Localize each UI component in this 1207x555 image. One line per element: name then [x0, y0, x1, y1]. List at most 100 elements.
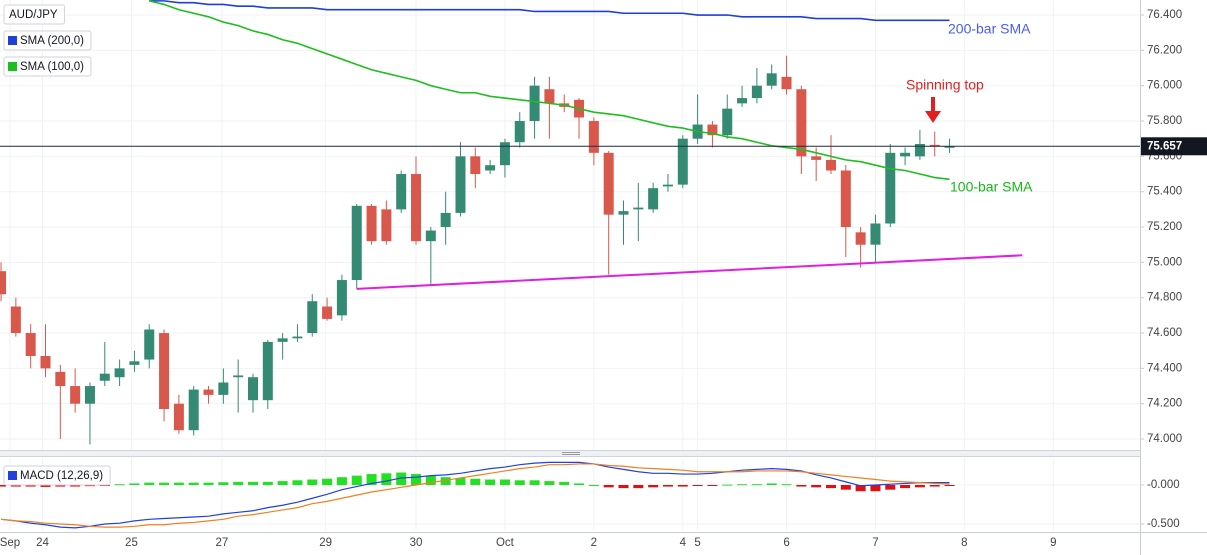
legend-label: SMA (100,0): [20, 61, 84, 73]
histogram-bar: [574, 483, 585, 485]
histogram-bar: [351, 475, 362, 485]
x-tick-label: 4: [680, 537, 687, 549]
x-tick-label: 30: [410, 537, 423, 549]
candle-body: [855, 232, 866, 245]
y-tick-label: 75.200: [1147, 221, 1182, 233]
candle-body: [233, 375, 244, 378]
histogram-bar: [233, 481, 244, 485]
histogram-bar: [914, 484, 925, 488]
candle-body: [529, 85, 540, 122]
x-tick-label: 8: [961, 537, 967, 549]
legend-swatch: [8, 62, 17, 71]
histogram-bar: [307, 479, 318, 485]
candle-body: [307, 301, 318, 334]
histogram-bar: [0, 484, 7, 487]
candle-body: [751, 85, 762, 99]
candle-body: [840, 170, 851, 228]
candle-body: [514, 121, 525, 143]
histogram-bar: [70, 484, 81, 487]
histogram-bar: [677, 484, 688, 487]
annotation: 100-bar SMA: [950, 179, 1033, 195]
candle-body: [544, 89, 555, 104]
histogram-bar: [144, 482, 155, 485]
histogram-bar: [440, 477, 451, 485]
macd-line: [0, 463, 950, 528]
x-tick-label: Oct: [496, 537, 515, 549]
histogram-bar: [692, 484, 703, 486]
histogram-bar: [825, 484, 836, 489]
candle-body: [99, 373, 110, 381]
y-tick-label: 75.400: [1147, 186, 1182, 198]
candle-body: [722, 108, 733, 136]
histogram-bar: [485, 479, 496, 485]
histogram-bar: [55, 484, 66, 487]
histogram-bar: [277, 481, 288, 485]
candle-body: [929, 144, 940, 147]
histogram-bar: [648, 484, 659, 488]
candle-body: [440, 212, 451, 228]
candle-body: [10, 306, 21, 334]
legend-item: MACD (12,26,9): [3, 465, 111, 486]
histogram-bar: [366, 474, 377, 485]
candle-body: [40, 356, 51, 369]
histogram-bar: [10, 484, 21, 487]
legend-label: SMA (200,0): [20, 35, 84, 47]
candle-body: [796, 89, 807, 157]
candle-body: [425, 230, 436, 242]
candle-body: [129, 361, 140, 365]
candle-body: [262, 341, 273, 401]
histogram-bar: [114, 484, 125, 486]
candle-body: [84, 386, 95, 404]
pane-separator: [0, 450, 1140, 457]
y-tick-label: -0.500: [1147, 518, 1180, 530]
candle-body: [218, 382, 229, 395]
histogram-bar: [811, 484, 822, 488]
legend-item: SMA (200,0): [3, 30, 92, 51]
candle-body: [633, 207, 644, 210]
histogram-bar: [514, 480, 525, 485]
legend-box: [3, 4, 66, 25]
legend-swatch: [8, 36, 17, 45]
candle-body: [825, 159, 836, 171]
x-tick-label: 6: [783, 537, 789, 549]
histogram-bar: [425, 475, 436, 485]
x-tick-label: 29: [319, 537, 332, 549]
candle-body: [485, 165, 496, 171]
candle-body: [144, 329, 155, 360]
histogram-bar: [929, 484, 940, 487]
histogram-bar: [588, 484, 599, 486]
legend-item: SMA (100,0): [3, 56, 92, 77]
histogram-bar: [796, 484, 807, 487]
legend-swatch: [8, 471, 17, 480]
candle-body: [588, 121, 599, 153]
candle-body: [292, 336, 303, 339]
histogram-bar: [262, 481, 273, 485]
legend-box: [3, 30, 92, 51]
candle-body: [396, 174, 407, 210]
y-tick-label: 75.000: [1147, 256, 1182, 268]
histogram-bar: [322, 478, 333, 485]
histogram-bar: [737, 484, 748, 486]
candle-body: [411, 174, 422, 242]
histogram-bar: [662, 484, 673, 487]
histogram-bar: [633, 484, 644, 489]
histogram-bar: [25, 484, 36, 487]
histogram-bar: [722, 484, 733, 486]
histogram-bar: [529, 480, 540, 485]
candle-body: [662, 184, 673, 187]
x-tick-label: 27: [215, 537, 228, 549]
x-tick-label: 9: [1050, 537, 1056, 549]
legend-box: [3, 56, 92, 77]
candle-body: [707, 124, 718, 136]
histogram-bar: [455, 477, 466, 485]
histogram-bar: [247, 481, 258, 485]
histogram-bar: [544, 481, 555, 485]
annotation: 200-bar SMA: [948, 21, 1031, 37]
y-tick-label: 74.400: [1147, 362, 1182, 374]
trendline: [356, 254, 1023, 290]
candle-body: [870, 223, 881, 245]
histogram-bar: [203, 482, 214, 485]
candle-body: [0, 271, 7, 295]
histogram-bar: [707, 484, 718, 486]
